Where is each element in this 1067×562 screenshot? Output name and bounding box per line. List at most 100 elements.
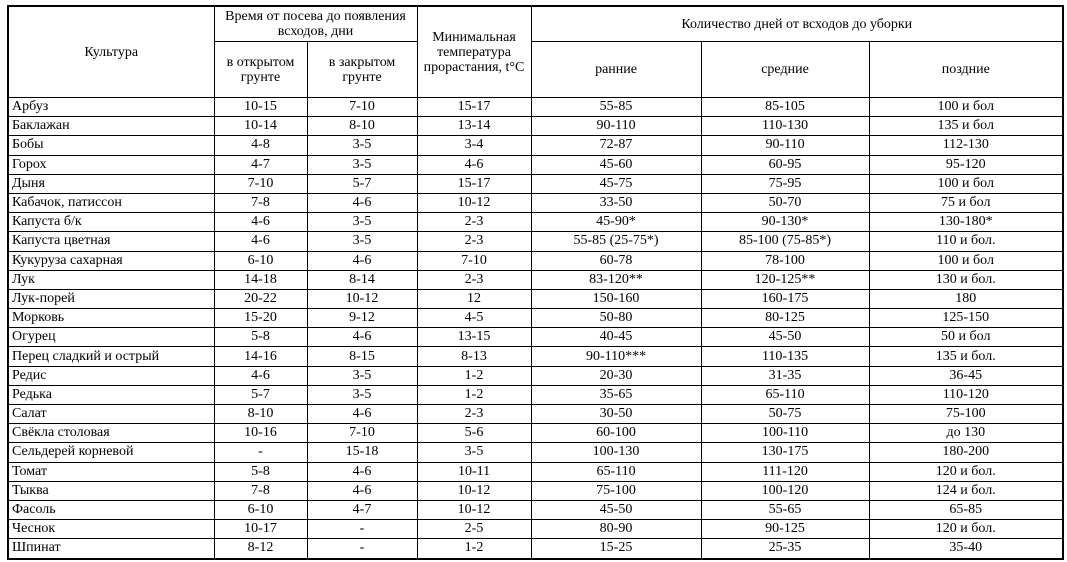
table-cell: 95-120 xyxy=(868,154,1064,175)
table-cell: 60-78 xyxy=(530,250,702,271)
table-cell: 25-35 xyxy=(700,538,870,559)
crop-name: Редис xyxy=(7,365,215,386)
table-row: Морковь 15-20 9-12 4-5 50-80 80-125 125-150 xyxy=(7,308,1064,329)
crop-name: Арбуз xyxy=(7,96,215,118)
table-cell: 90-110 xyxy=(530,116,702,137)
table-cell: 75-95 xyxy=(700,173,870,194)
table-cell: 10-11 xyxy=(416,461,532,482)
table-cell: 110-130 xyxy=(700,116,870,137)
table-row: Свёкла столовая 10-16 7-10 5-6 60-100 100-110… xyxy=(7,423,1064,444)
table-cell: 8-14 xyxy=(306,269,418,290)
crop-name: Сельдерей корневой xyxy=(7,442,215,463)
table-cell: 3-5 xyxy=(306,154,418,175)
table-row: Салат 8-10 4-6 2-3 30-50 50-75 75-100 xyxy=(7,403,1064,425)
crop-name: Лук xyxy=(7,269,215,290)
crop-name: Лук-порей xyxy=(7,288,215,310)
table-cell: 110-120 xyxy=(868,384,1064,406)
table-cell: 100 и бол xyxy=(868,173,1064,194)
header-row: в открытом грунте в закрытом грунте ранн… xyxy=(8,41,1064,98)
table-cell: 8-13 xyxy=(416,346,532,367)
table-header: Культура Время от посева до появления вс… xyxy=(7,5,1064,98)
table-row: Томат 5-8 4-6 10-11 65-110 111-120 120 и бол. xyxy=(7,461,1064,482)
header-cell: ранние xyxy=(530,41,702,98)
table-cell: 65-85 xyxy=(868,499,1064,521)
table-cell: 4-6 xyxy=(306,461,418,482)
table-cell: 55-65 xyxy=(700,499,870,521)
table-cell: 40-45 xyxy=(530,327,702,348)
crop-name: Дыня xyxy=(7,173,215,194)
table-row: Кукуруза сахарная 6-10 4-6 7-10 60-78 78-100 1… xyxy=(7,250,1064,271)
table-cell: 100-120 xyxy=(700,480,870,501)
table-cell: 4-6 xyxy=(306,327,418,348)
table-cell: 8-10 xyxy=(306,116,418,137)
table-cell: 8-10 xyxy=(213,403,308,425)
table-cell: 10-12 xyxy=(416,499,532,521)
crop-name: Баклажан xyxy=(7,116,215,137)
table-cell: 45-50 xyxy=(700,327,870,348)
table-cell: 15-17 xyxy=(416,96,532,118)
crop-name: Бобы xyxy=(7,135,215,156)
header-cell: Культура xyxy=(7,5,215,98)
table-row: Чеснок 10-17-2-5 80-90 90-125 120 и бол. xyxy=(7,519,1064,540)
table-cell: 90-130* xyxy=(700,212,870,233)
table-cell: 45-60 xyxy=(530,154,702,175)
table-cell: 111-120 xyxy=(700,461,870,482)
table-cell: 8-15 xyxy=(306,346,418,367)
table-cell: 4-6 xyxy=(213,231,308,252)
table-row: Капуста цветная 4-6 3-5 2-3 55-85 (25-75*) 85… xyxy=(7,231,1064,252)
table-cell: 100-110 xyxy=(700,423,870,444)
table-cell: 5-8 xyxy=(213,327,308,348)
table-cell: 10-12 xyxy=(306,288,418,310)
table-cell: 4-6 xyxy=(306,192,418,214)
table-cell: 120-125** xyxy=(700,269,870,290)
table-cell: 160-175 xyxy=(700,288,870,310)
table-cell: 45-50 xyxy=(530,499,702,521)
table-body: Арбуз 10-15 7-10 15-17 55-85 85-105 100 и бол Б… xyxy=(7,96,1064,559)
crop-name: Кукуруза сахарная xyxy=(7,250,215,271)
header-cell: средние xyxy=(700,41,870,98)
table-cell: 2-3 xyxy=(416,212,532,233)
table-row: Арбуз 10-15 7-10 15-17 55-85 85-105 100 и бол xyxy=(7,96,1064,118)
table-row: Фасоль 6-10 4-7 10-12 45-50 55-65 65-85 xyxy=(7,499,1064,521)
table-cell: 110 и бол. xyxy=(868,231,1064,252)
table-row: Перец сладкий и острый 14-16 8-15 8-13 90-11… xyxy=(7,346,1064,367)
table-cell: 12 xyxy=(416,288,532,310)
table-cell: 125-150 xyxy=(868,308,1064,329)
table-cell: 4-6 xyxy=(416,154,532,175)
table-cell: 6-10 xyxy=(213,250,308,271)
table-cell: 78-100 xyxy=(700,250,870,271)
table-cell: 14-18 xyxy=(213,269,308,290)
table-cell: 120 и бол. xyxy=(868,461,1064,482)
table-cell: 5-8 xyxy=(213,461,308,482)
table-cell: 6-10 xyxy=(213,499,308,521)
table-cell: 3-4 xyxy=(416,135,532,156)
table-cell: 7-10 xyxy=(306,423,418,444)
table-cell: 2-3 xyxy=(416,231,532,252)
table-cell: 5-6 xyxy=(416,423,532,444)
table-cell: 130-180* xyxy=(868,212,1064,233)
header-cell: в закрытом грунте xyxy=(306,41,418,98)
table-cell: 112-130 xyxy=(868,135,1064,156)
table-cell: 3-5 xyxy=(306,365,418,386)
table-cell: 150-160 xyxy=(530,288,702,310)
table-cell: 35-65 xyxy=(530,384,702,406)
table-cell: 9-12 xyxy=(306,308,418,329)
table-row: Капуста б/к 4-6 3-5 2-3 45-90* 90-130* 130-180… xyxy=(7,212,1064,233)
crop-name: Салат xyxy=(7,403,215,425)
table-cell: 15-17 xyxy=(416,173,532,194)
header-cell: Количество дней от всходов до уборки xyxy=(530,5,1064,42)
table-cell: 5-7 xyxy=(213,384,308,406)
table-cell: 124 и бол. xyxy=(868,480,1064,501)
table-cell: 45-90* xyxy=(530,212,702,233)
table-cell: 7-10 xyxy=(306,96,418,118)
table-cell: 130 и бол. xyxy=(868,269,1064,290)
table-row: Кабачок, патиссон 7-8 4-6 10-12 33-50 50-70 75… xyxy=(7,192,1064,214)
header-cell: поздние xyxy=(868,41,1064,98)
crop-name: Капуста цветная xyxy=(7,231,215,252)
table-cell: 180-200 xyxy=(868,442,1064,463)
crop-name: Шпинат xyxy=(7,538,215,559)
table-cell: 10-14 xyxy=(213,116,308,137)
table-cell: 7-10 xyxy=(213,173,308,194)
crop-name: Кабачок, патиссон xyxy=(7,192,215,214)
